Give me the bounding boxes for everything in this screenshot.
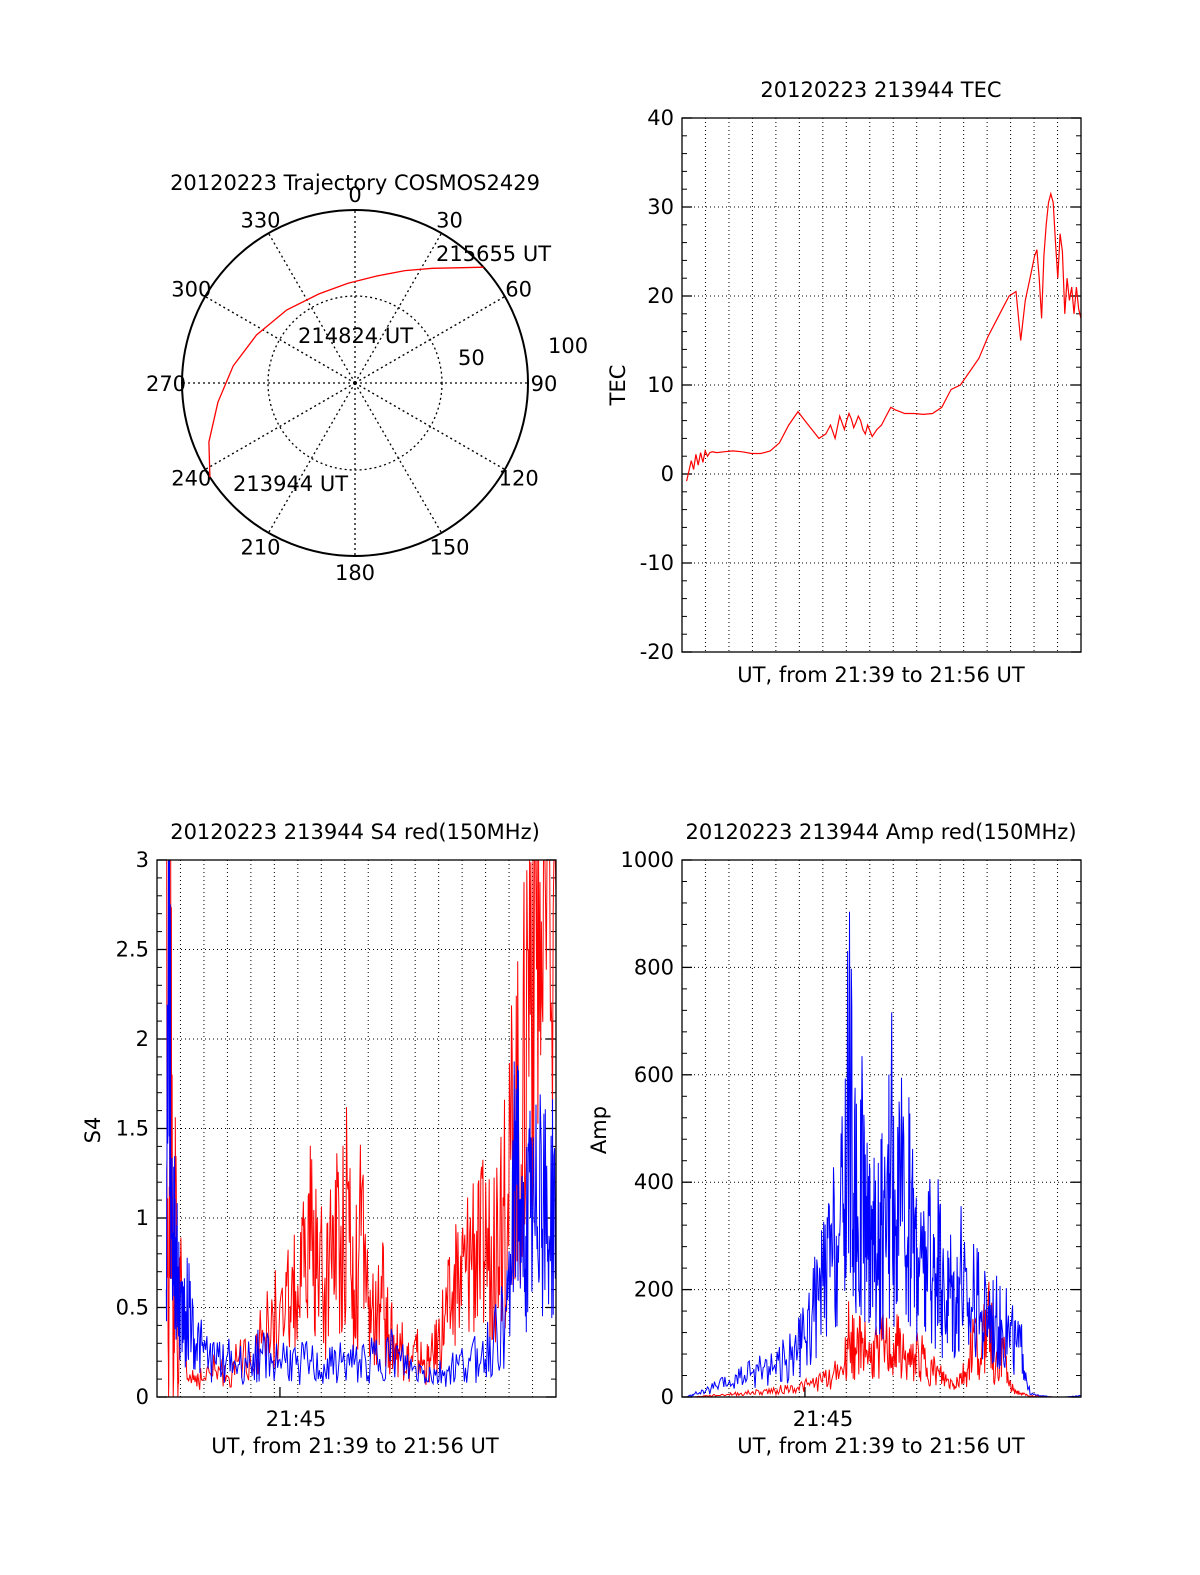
tec-ytick-label: -20 — [640, 640, 674, 664]
azimuth-label-60: 60 — [505, 278, 532, 302]
s4-ytick-label: 0 — [136, 1385, 149, 1409]
s4-frame — [156, 859, 557, 1398]
s4-ytick-label: 2 — [136, 1027, 149, 1051]
azimuth-label-30: 30 — [436, 208, 463, 232]
tec-ytick-label: 0 — [661, 462, 674, 486]
tec-series-line — [686, 191, 1082, 482]
azimuth-label-0: 0 — [348, 183, 361, 207]
tec-frame — [681, 117, 1082, 653]
tec-ytick-label: -10 — [640, 551, 674, 575]
ring-label-100: 100 — [548, 334, 588, 358]
s4-ytick-label: 2.5 — [116, 938, 149, 962]
tec-ytick-label: 40 — [647, 106, 674, 130]
tec-ytick-label: 30 — [647, 195, 674, 219]
amp-panel: 20120223 213944 Amp red(150MHz) 0 200 400 6… — [587, 820, 1082, 1458]
tec-grid — [682, 118, 1081, 652]
amp-ylabel: Amp — [587, 1106, 611, 1154]
s4-ytick-label: 1 — [136, 1206, 149, 1230]
amp-blue-series — [686, 911, 1082, 1398]
amp-ytick-label: 600 — [634, 1063, 674, 1087]
amp-ytick-label: 0 — [661, 1385, 674, 1409]
polar-spoke-300 — [204, 295, 356, 384]
trajectory-line — [208, 266, 484, 478]
amp-frame — [681, 859, 1082, 1398]
azimuth-label-150: 150 — [429, 536, 469, 560]
s4-ytick-label: 3 — [136, 848, 149, 872]
s4-ylabel: S4 — [81, 1117, 105, 1144]
polar-spokes — [182, 210, 528, 556]
s4-panel: 20120223 213944 S4 red(150MHz) 0 0.5 1 1.5 2… — [81, 820, 557, 1458]
polar-spoke-330 — [267, 232, 356, 384]
polar-spoke-120 — [354, 382, 506, 471]
s4-ytick-label: 1.5 — [116, 1117, 149, 1141]
s4-ytick-label: 0.5 — [116, 1296, 149, 1320]
s4-xtick-label: 21:45 — [266, 1407, 327, 1431]
tec-title: 20120223 213944 TEC — [760, 78, 1001, 102]
amp-xlabel: UT, from 21:39 to 21:56 UT — [737, 1434, 1025, 1458]
azimuth-label-210: 210 — [240, 536, 280, 560]
amp-xtick-label: 21:45 — [793, 1407, 854, 1431]
polar-outer-circle — [181, 209, 529, 557]
polar-spoke-30 — [354, 232, 443, 384]
s4-red-series — [166, 859, 557, 1398]
amp-ytick-label: 800 — [634, 955, 674, 979]
polar-azimuth-labels: 0 30 60 90 120 150 180 210 240 270 300 330 — [146, 183, 557, 585]
amp-y-ticks: 0 200 400 600 800 1000 — [621, 848, 1081, 1409]
polar-title: 20120223 Trajectory COSMOS2429 — [170, 171, 540, 195]
azimuth-label-330: 330 — [240, 208, 280, 232]
s4-title: 20120223 213944 S4 red(150MHz) — [170, 820, 540, 844]
amp-ytick-label: 400 — [634, 1170, 674, 1194]
azimuth-label-180: 180 — [335, 561, 375, 585]
polar-spoke-210 — [267, 382, 356, 534]
ring-label-50: 50 — [458, 346, 485, 370]
s4-xlabel: UT, from 21:39 to 21:56 UT — [211, 1434, 499, 1458]
polar-spoke-240 — [204, 382, 356, 471]
azimuth-label-90: 90 — [531, 372, 558, 396]
amp-title: 20120223 213944 Amp red(150MHz) — [685, 820, 1076, 844]
amp-ytick-label: 1000 — [621, 848, 674, 872]
amp-grid — [682, 860, 1081, 1397]
annotation-mid: 214824 UT — [298, 324, 413, 348]
tec-ytick-label: 10 — [647, 373, 674, 397]
tec-ytick-label: 20 — [647, 284, 674, 308]
amp-red-series — [693, 1281, 1081, 1398]
s4-y-ticks: 0 0.5 1 1.5 2 2.5 3 — [116, 848, 556, 1409]
tec-y-ticks: -20 -10 0 10 20 30 40 — [640, 106, 1081, 664]
tec-xlabel: UT, from 21:39 to 21:56 UT — [737, 663, 1025, 687]
azimuth-label-240: 240 — [171, 467, 211, 491]
polar-spoke-60 — [354, 295, 506, 384]
amp-ytick-label: 200 — [634, 1278, 674, 1302]
s4-blue-series — [165, 859, 557, 1387]
azimuth-label-300: 300 — [171, 278, 211, 302]
tec-ylabel: TEC — [606, 365, 630, 407]
azimuth-label-120: 120 — [499, 467, 539, 491]
polar-panel: 20120223 Trajectory COSMOS2429 0 30 60 90 12… — [146, 171, 588, 585]
azimuth-label-270: 270 — [146, 372, 186, 396]
annotation-end: 215655 UT — [436, 242, 551, 266]
polar-spoke-150 — [354, 382, 443, 534]
annotation-start: 213944 UT — [233, 472, 348, 496]
